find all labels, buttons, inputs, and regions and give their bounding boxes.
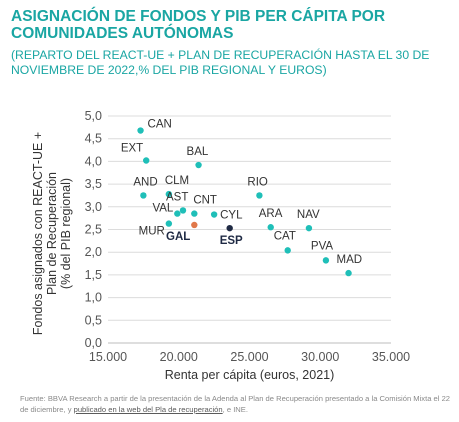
x-tick-label: 15.000 (89, 350, 127, 364)
y-axis-title-line: (% del PIB regional) (59, 178, 73, 289)
y-tick-label: 0,0 (85, 336, 102, 350)
point-ext (143, 157, 150, 164)
x-axis-title: Renta per cápita (euros, 2021) (165, 368, 335, 382)
point-label-esp: ESP (220, 235, 243, 247)
point-label-mur: MUR (139, 226, 165, 238)
point-label-mad: MAD (337, 254, 363, 266)
y-tick-label: 4,0 (85, 154, 102, 168)
data-points (137, 127, 352, 277)
x-tick-label: 25.000 (230, 350, 268, 364)
point-nav (305, 224, 313, 232)
point-mur (165, 220, 173, 227)
point-labels: CAN EXT BAL AND CLM RIO AST CNT VAL CYL ARA NAV MUR G… (121, 119, 362, 267)
point-clm (165, 190, 173, 198)
point-cat (284, 247, 291, 254)
point-label-and: AND (133, 176, 157, 188)
footnote-suffix: , e INE. (222, 405, 248, 414)
point-label-cyl: CYL (220, 210, 243, 222)
x-tick-label: 35.000 (372, 350, 410, 364)
y-tick-label: 4,5 (85, 132, 102, 146)
point-label-bal: BAL (187, 146, 209, 158)
y-tick-label: 2,0 (85, 245, 102, 259)
footnote-link[interactable]: publicado en la web del Pla de recuperac… (73, 405, 223, 414)
point-label-gal: GAL (166, 231, 190, 243)
point-pva (322, 257, 330, 264)
y-tick-label: 1,0 (85, 291, 102, 305)
point-cyl (210, 211, 218, 218)
point-mad (345, 269, 352, 277)
y-axis-title-line: Fondos asignados con REACT-UE + (31, 132, 45, 335)
footnote-text: Fuente: BBVA Research a partir de la pre… (20, 394, 451, 414)
y-tick-label: 3,5 (85, 177, 102, 191)
point-label-nav: NAV (297, 209, 320, 221)
point-label-ara: ARA (259, 208, 283, 220)
point-rio (256, 192, 263, 199)
chart-subtitle: (REPARTO DEL REACT-UE + PLAN DE RECUPERA… (11, 48, 430, 77)
gridlines (108, 115, 391, 321)
y-tick-label: 5,0 (85, 109, 102, 123)
x-axis-ticks: 15.000 20.000 25.000 30.000 35.000 (89, 350, 410, 364)
point-ast (179, 207, 187, 214)
y-axis-ticks: 0,0 0,5 1,0 1,5 2,0 2,5 3,0 3,5 4,0 4,5 5,0 (85, 109, 102, 350)
y-axis-title: Fondos asignados con REACT-UE + Plan de R… (31, 132, 73, 335)
point-label-pva: PVA (311, 240, 333, 252)
y-axis-title-line: Plan de Recuperación (45, 172, 59, 295)
y-tick-label: 2,5 (85, 223, 102, 237)
point-label-cnt: CNT (193, 195, 217, 207)
y-tick-label: 0,5 (85, 313, 102, 327)
point-gal (191, 221, 198, 229)
point-label-val: VAL (152, 203, 173, 215)
y-tick-label: 3,0 (85, 200, 102, 214)
point-label-cat: CAT (274, 230, 296, 242)
point-val (174, 210, 181, 217)
point-label-ext: EXT (121, 142, 143, 154)
point-cnt (191, 210, 198, 217)
chart-title: ASIGNACIÓN DE FONDOS Y PIB PER CÁPITA PO… (11, 8, 386, 42)
point-label-can: CAN (148, 119, 172, 131)
point-can (137, 127, 144, 134)
point-esp (226, 224, 233, 232)
point-label-rio: RIO (247, 176, 268, 188)
x-tick-label: 20.000 (160, 350, 198, 364)
scatter-chart: 0,0 0,5 1,0 1,5 2,0 2,5 3,0 3,5 4,0 4,5 5,0 15.000… (31, 109, 410, 382)
source-footnote: Fuente: BBVA Research a partir de la pre… (20, 393, 450, 415)
x-tick-label: 30.000 (301, 350, 339, 364)
point-and (140, 192, 147, 199)
point-label-ast: AST (166, 191, 188, 203)
y-tick-label: 1,5 (85, 268, 102, 282)
point-ara (267, 224, 274, 231)
point-bal (195, 161, 202, 169)
point-label-clm: CLM (165, 175, 189, 187)
